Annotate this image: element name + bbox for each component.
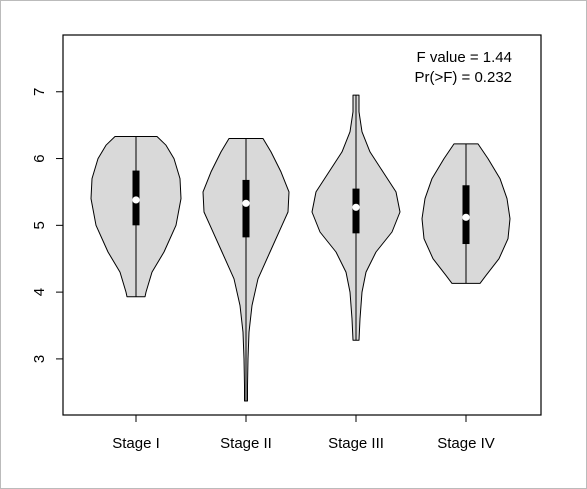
y-tick-label: 7 <box>31 88 48 96</box>
y-tick-label: 3 <box>31 355 48 363</box>
x-tick-label: Stage I <box>112 435 160 452</box>
annotation: F value = 1.44 <box>417 49 512 66</box>
y-tick-label: 5 <box>31 221 48 229</box>
median <box>132 196 140 204</box>
y-tick-label: 6 <box>31 154 48 162</box>
median <box>242 199 250 207</box>
median <box>462 213 470 221</box>
x-tick-label: Stage II <box>220 435 272 452</box>
iqr-box <box>352 188 360 234</box>
median <box>352 203 360 211</box>
x-tick-label: Stage III <box>328 435 384 452</box>
x-tick-label: Stage IV <box>437 435 495 452</box>
iqr-box <box>242 179 250 238</box>
annotation: Pr(>F) = 0.232 <box>414 69 512 86</box>
y-tick-label: 4 <box>31 288 48 296</box>
